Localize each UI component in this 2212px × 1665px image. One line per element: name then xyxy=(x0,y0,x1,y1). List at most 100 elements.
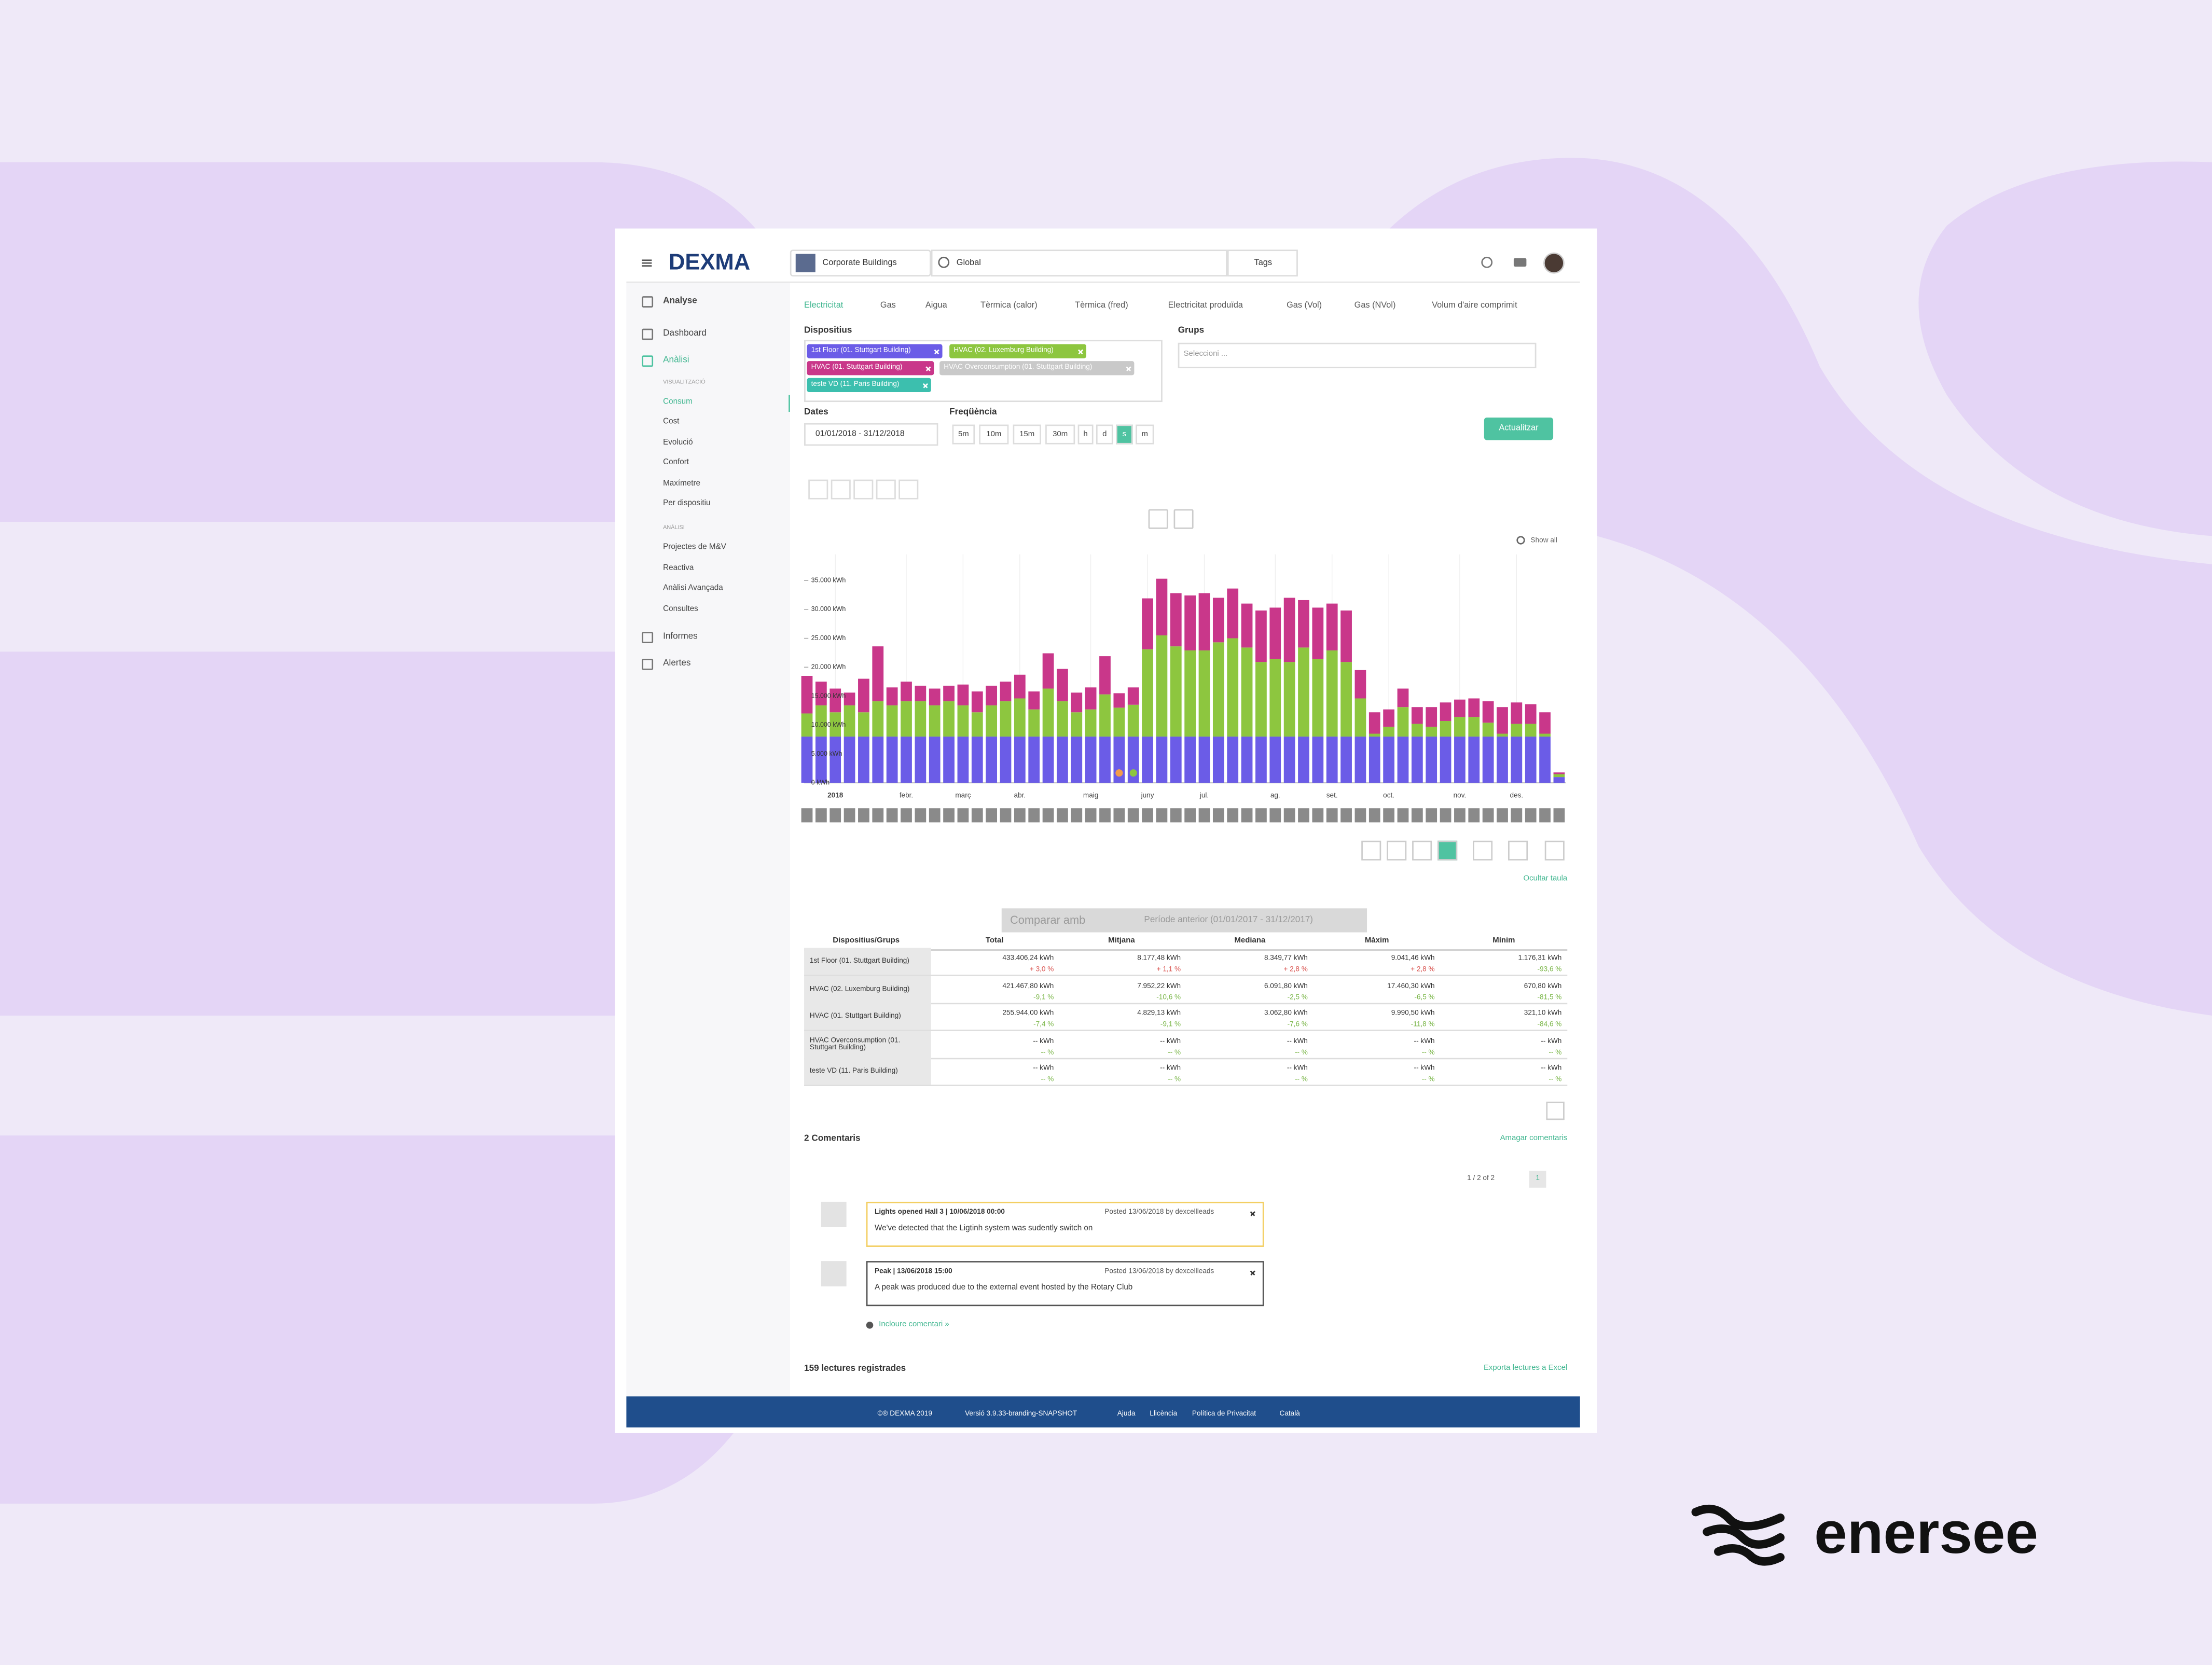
sidebar-item[interactable]: Reactiva xyxy=(663,564,694,573)
account-select[interactable] xyxy=(790,249,931,277)
energy-tab[interactable]: Volum d'aire comprimit xyxy=(1432,301,1517,311)
frequency-label[interactable]: d xyxy=(1102,429,1107,439)
frequency-label[interactable]: s xyxy=(1122,429,1127,439)
chart-tool[interactable] xyxy=(876,479,896,500)
frequency-button[interactable] xyxy=(1136,424,1154,445)
menu-icon[interactable] xyxy=(642,259,652,261)
readings-export[interactable]: Exporta lectures a Excel xyxy=(1483,1364,1568,1373)
frequency-label[interactable]: 15m xyxy=(1019,429,1035,439)
sidebar-item[interactable]: Analyse xyxy=(663,296,697,306)
devices-select[interactable] xyxy=(804,340,1163,403)
groups-select[interactable] xyxy=(1178,342,1537,368)
frequency-button[interactable] xyxy=(952,424,975,445)
sidebar-item[interactable]: Dashboard xyxy=(663,328,707,339)
menu-icon[interactable] xyxy=(642,265,652,267)
update-button[interactable] xyxy=(1484,417,1554,440)
energy-tab[interactable]: Electricitat produïda xyxy=(1168,301,1243,311)
chart-tool[interactable] xyxy=(808,479,828,500)
sidebar-item[interactable]: Alertes xyxy=(663,658,691,669)
sidebar-item[interactable]: Maxímetre xyxy=(663,480,700,489)
announce-icon[interactable] xyxy=(1513,258,1527,267)
footer-item[interactable]: Llicència xyxy=(1150,1410,1178,1419)
comments-hide[interactable]: Amagar comentaris xyxy=(1500,1134,1568,1143)
chart-tool[interactable] xyxy=(831,479,851,500)
frequency-label[interactable]: 30m xyxy=(1053,429,1068,439)
device-chip[interactable] xyxy=(807,361,934,376)
comment-box xyxy=(866,1201,1264,1247)
footer-item[interactable]: Ajuda xyxy=(1117,1410,1136,1419)
frequency-button[interactable] xyxy=(1116,424,1133,445)
sidebar-item[interactable]: Evolució xyxy=(663,439,693,448)
device-chip[interactable] xyxy=(807,378,931,392)
cell-value: 9.990,50 kWh xyxy=(1391,1009,1435,1018)
dates-select[interactable] xyxy=(804,423,938,446)
hide-table[interactable]: Ocultar taula xyxy=(1523,875,1568,884)
dates-value: 01/01/2018 - 31/12/2018 xyxy=(815,429,905,438)
cell-value: -- kWh xyxy=(1541,1064,1562,1073)
footer-item[interactable]: Català xyxy=(1279,1410,1300,1419)
footer-item[interactable]: Política de Privacitat xyxy=(1192,1410,1256,1419)
frequency-button[interactable] xyxy=(1045,424,1075,445)
export-icon[interactable] xyxy=(1544,840,1565,861)
cell-change: -10,6 % xyxy=(1156,993,1181,1003)
frequency-label[interactable]: m xyxy=(1141,429,1149,439)
cell-value: -- kWh xyxy=(1541,1037,1562,1046)
export-icon[interactable] xyxy=(1437,840,1458,861)
frequency-label[interactable]: 5m xyxy=(958,429,969,439)
cell-change: + 1,1 % xyxy=(1156,965,1181,974)
export-icon[interactable] xyxy=(1361,840,1381,861)
chart-nav[interactable] xyxy=(1173,509,1194,529)
energy-tab[interactable]: Electricitat xyxy=(804,301,844,311)
cell-change: -9,1 % xyxy=(1160,1020,1181,1029)
sidebar-item[interactable]: Per dispositiu xyxy=(663,500,711,508)
sidebar-item[interactable]: Consum xyxy=(663,398,693,407)
sidebar-item[interactable]: Informes xyxy=(663,631,698,642)
add-comment[interactable]: Incloure comentari » xyxy=(879,1321,949,1329)
export-icon[interactable] xyxy=(1412,840,1432,861)
tags-select[interactable] xyxy=(1227,249,1298,277)
device-chip[interactable] xyxy=(949,344,1086,358)
chart-tool[interactable] xyxy=(898,479,919,500)
menu-icon[interactable] xyxy=(642,262,652,264)
frequency-button[interactable] xyxy=(979,424,1009,445)
export-icon[interactable] xyxy=(1473,840,1493,861)
frequency-button[interactable] xyxy=(1077,424,1094,445)
device-chip-label: teste VD (11. Paris Building) xyxy=(811,380,900,389)
frequency-label[interactable]: h xyxy=(1083,429,1088,439)
energy-tab[interactable]: Gas (NVol) xyxy=(1354,301,1396,311)
compare-period[interactable]: Període anterior (01/01/2017 - 31/12/201… xyxy=(1144,914,1314,925)
frequency-button[interactable] xyxy=(1096,424,1113,445)
sidebar-item[interactable]: Cost xyxy=(663,418,680,426)
show-all[interactable]: Show all xyxy=(1530,536,1557,546)
sidebar-item[interactable]: Consultes xyxy=(663,605,698,614)
device-chip[interactable] xyxy=(939,361,1135,376)
chart-tool[interactable] xyxy=(853,479,874,500)
device-chip-label: 1st Floor (01. Stuttgart Building) xyxy=(811,346,911,355)
energy-tab[interactable]: Gas (Vol) xyxy=(1287,301,1322,311)
energy-tab[interactable]: Tèrmica (fred) xyxy=(1075,301,1128,311)
sidebar-item[interactable]: Anàlisi Avançada xyxy=(663,584,723,593)
export-icon[interactable] xyxy=(1387,840,1407,861)
export-icon[interactable] xyxy=(1508,840,1528,861)
devices-label: Dispositius xyxy=(804,325,852,336)
device-chip[interactable] xyxy=(807,344,943,358)
avatar[interactable] xyxy=(1543,252,1565,274)
location-select[interactable] xyxy=(931,249,1227,277)
page-button[interactable] xyxy=(1529,1171,1546,1188)
cell-value: 1.176,31 kWh xyxy=(1518,954,1562,963)
chart-nav[interactable] xyxy=(1148,509,1168,529)
energy-tab[interactable]: Tèrmica (calor) xyxy=(980,301,1038,311)
settings-icon[interactable] xyxy=(1481,256,1493,268)
energy-tab[interactable]: Aigua xyxy=(925,301,947,311)
frequency-button[interactable] xyxy=(1013,424,1041,445)
sidebar-item[interactable]: Projectes de M&V xyxy=(663,543,726,552)
update-label[interactable]: Actualitzar xyxy=(1499,424,1539,433)
dates-label: Dates xyxy=(804,407,828,418)
page-number[interactable]: 1 xyxy=(1536,1174,1540,1183)
table-export[interactable] xyxy=(1546,1101,1565,1120)
sidebar-item[interactable]: Confort xyxy=(663,459,689,467)
frequency-label[interactable]: 10m xyxy=(986,429,1002,439)
sidebar-item[interactable]: Anàlisi xyxy=(663,355,689,365)
energy-tab[interactable]: Gas xyxy=(880,301,896,311)
device-cell xyxy=(804,1003,931,1030)
